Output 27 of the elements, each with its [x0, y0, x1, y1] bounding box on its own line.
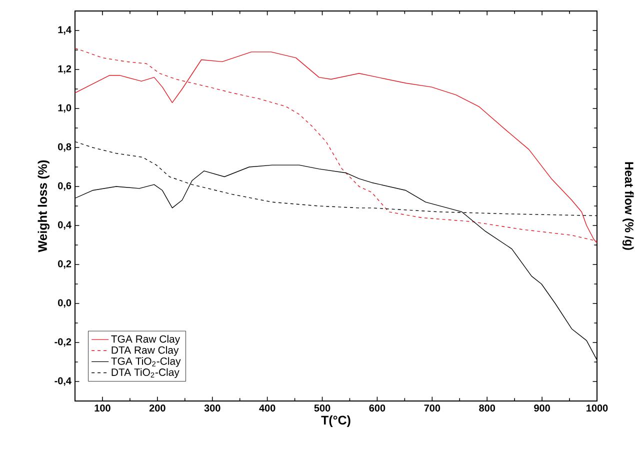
y-tick-label: -0,4 — [54, 377, 72, 386]
legend-label: DTA Raw Clay — [112, 346, 179, 356]
x-tick-label: 200 — [149, 404, 166, 412]
x-axis-title: T(°C) — [321, 415, 350, 428]
y-tick-label: 0,8 — [58, 143, 72, 152]
x-tick-label: 1000 — [586, 404, 608, 412]
x-tick-label: 500 — [314, 404, 330, 412]
y-tick-label: 0,6 — [58, 182, 72, 191]
x-tick-label: 400 — [259, 404, 276, 412]
legend-label: TGA TiO$_{2}$-Clay — [111, 357, 181, 367]
y-tick-label: 0,4 — [58, 221, 72, 230]
legend-label: TGA Raw Clay — [111, 335, 180, 345]
x-tick-label: 700 — [424, 404, 440, 412]
x-tick-label: 300 — [204, 404, 220, 412]
y-axis-title: Weight loss (%) — [38, 160, 50, 252]
x-tick-label: 600 — [369, 404, 386, 412]
y-tick-label: 1,4 — [58, 26, 72, 35]
x-tick-label: 900 — [534, 404, 550, 412]
legend-label: DTA TiO$_{2}$-Clay — [112, 368, 180, 378]
y-tick-label: 1,2 — [58, 65, 72, 74]
y2-axis-title: Heat flow (% /g) — [622, 162, 634, 250]
y-tick-label: 0,2 — [58, 260, 72, 269]
x-tick-label: 100 — [94, 404, 110, 412]
y-tick-label: 1,0 — [58, 104, 72, 113]
y-tick-label: -0,2 — [54, 338, 72, 347]
y-tick-label: 0,0 — [58, 299, 72, 308]
x-tick-label: 800 — [479, 404, 496, 412]
